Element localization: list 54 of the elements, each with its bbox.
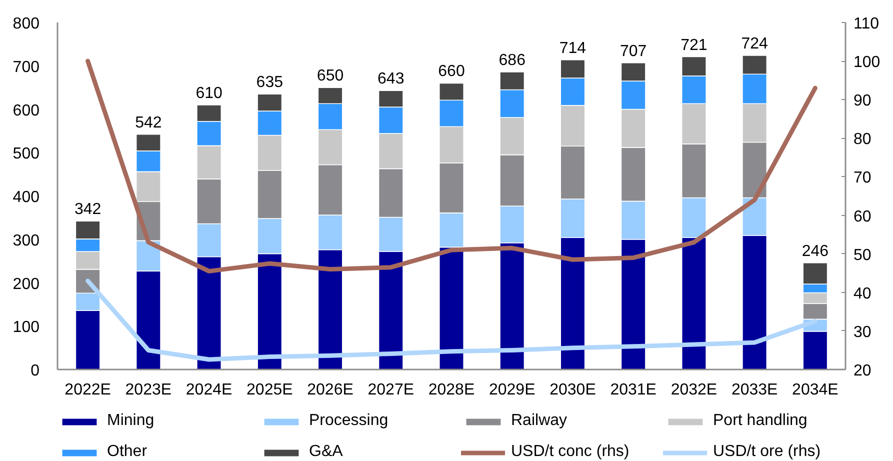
x-tick-label: 2022E [64,382,111,398]
y-tick-label: 0 [30,362,40,380]
y-tick-label: 100 [12,319,40,336]
y2-tick-label: 20 [854,362,872,380]
legend-label: Railway [511,412,568,430]
x-tick-label: 2031E [610,382,656,398]
total-label: 542 [135,114,162,132]
x-tick-label: 2030E [550,382,596,398]
x-tick-label: 2023E [125,382,172,398]
x-tick-label: 2026E [307,382,354,398]
total-label: 707 [620,42,647,60]
y2-tick-label: 60 [854,208,872,226]
y-tick-label: 300 [12,232,40,250]
total-label: 660 [438,63,465,80]
y2-tick-label: 30 [854,324,872,341]
y2-tick-label: 50 [854,246,872,264]
legend-label: Other [107,443,148,461]
x-tick-label: 2027E [368,382,414,398]
y2-tick-label: 90 [854,92,872,110]
total-label: 724 [741,35,768,52]
y2-tick-label: 110 [854,16,880,32]
line-series [86,278,818,362]
total-label: 342 [74,201,102,218]
total-label: 643 [378,70,404,88]
x-tick-label: 2029E [488,382,536,398]
total-label: 635 [256,74,284,92]
total-label: 610 [196,84,222,102]
y-tick-label: 800 [12,16,40,32]
y-tick-label: 400 [12,189,40,206]
legend-label: Processing [309,412,388,430]
x-tick-label: 2024E [186,382,232,398]
y2-tick-label: 70 [854,170,872,187]
total-label: 686 [498,52,526,69]
legend-label: G&A [309,443,343,461]
total-label: 650 [316,68,344,85]
total-label: 714 [559,40,586,57]
total-label: 246 [802,242,829,260]
legend-label: USD/t conc (rhs) [511,443,630,461]
x-tick-label: 2034E [792,382,838,398]
y-tick-label: 700 [12,58,40,76]
y2-tick-label: 100 [854,54,880,72]
legend-label: USD/t ore (rhs) [713,443,821,461]
x-tick-label: 2033E [731,382,778,398]
y-tick-label: 600 [12,102,40,120]
x-tick-label: 2032E [670,382,718,398]
x-tick-label: 2028E [428,382,475,398]
legend-label: Mining [107,412,154,430]
y-tick-label: 500 [12,146,40,163]
total-label: 721 [680,36,708,54]
y-tick-label: 200 [12,276,40,293]
y2-tick-label: 40 [854,285,872,302]
x-tick-label: 2025E [246,382,293,398]
y2-tick-label: 80 [854,131,872,148]
legend-label: Port handling [713,412,808,430]
